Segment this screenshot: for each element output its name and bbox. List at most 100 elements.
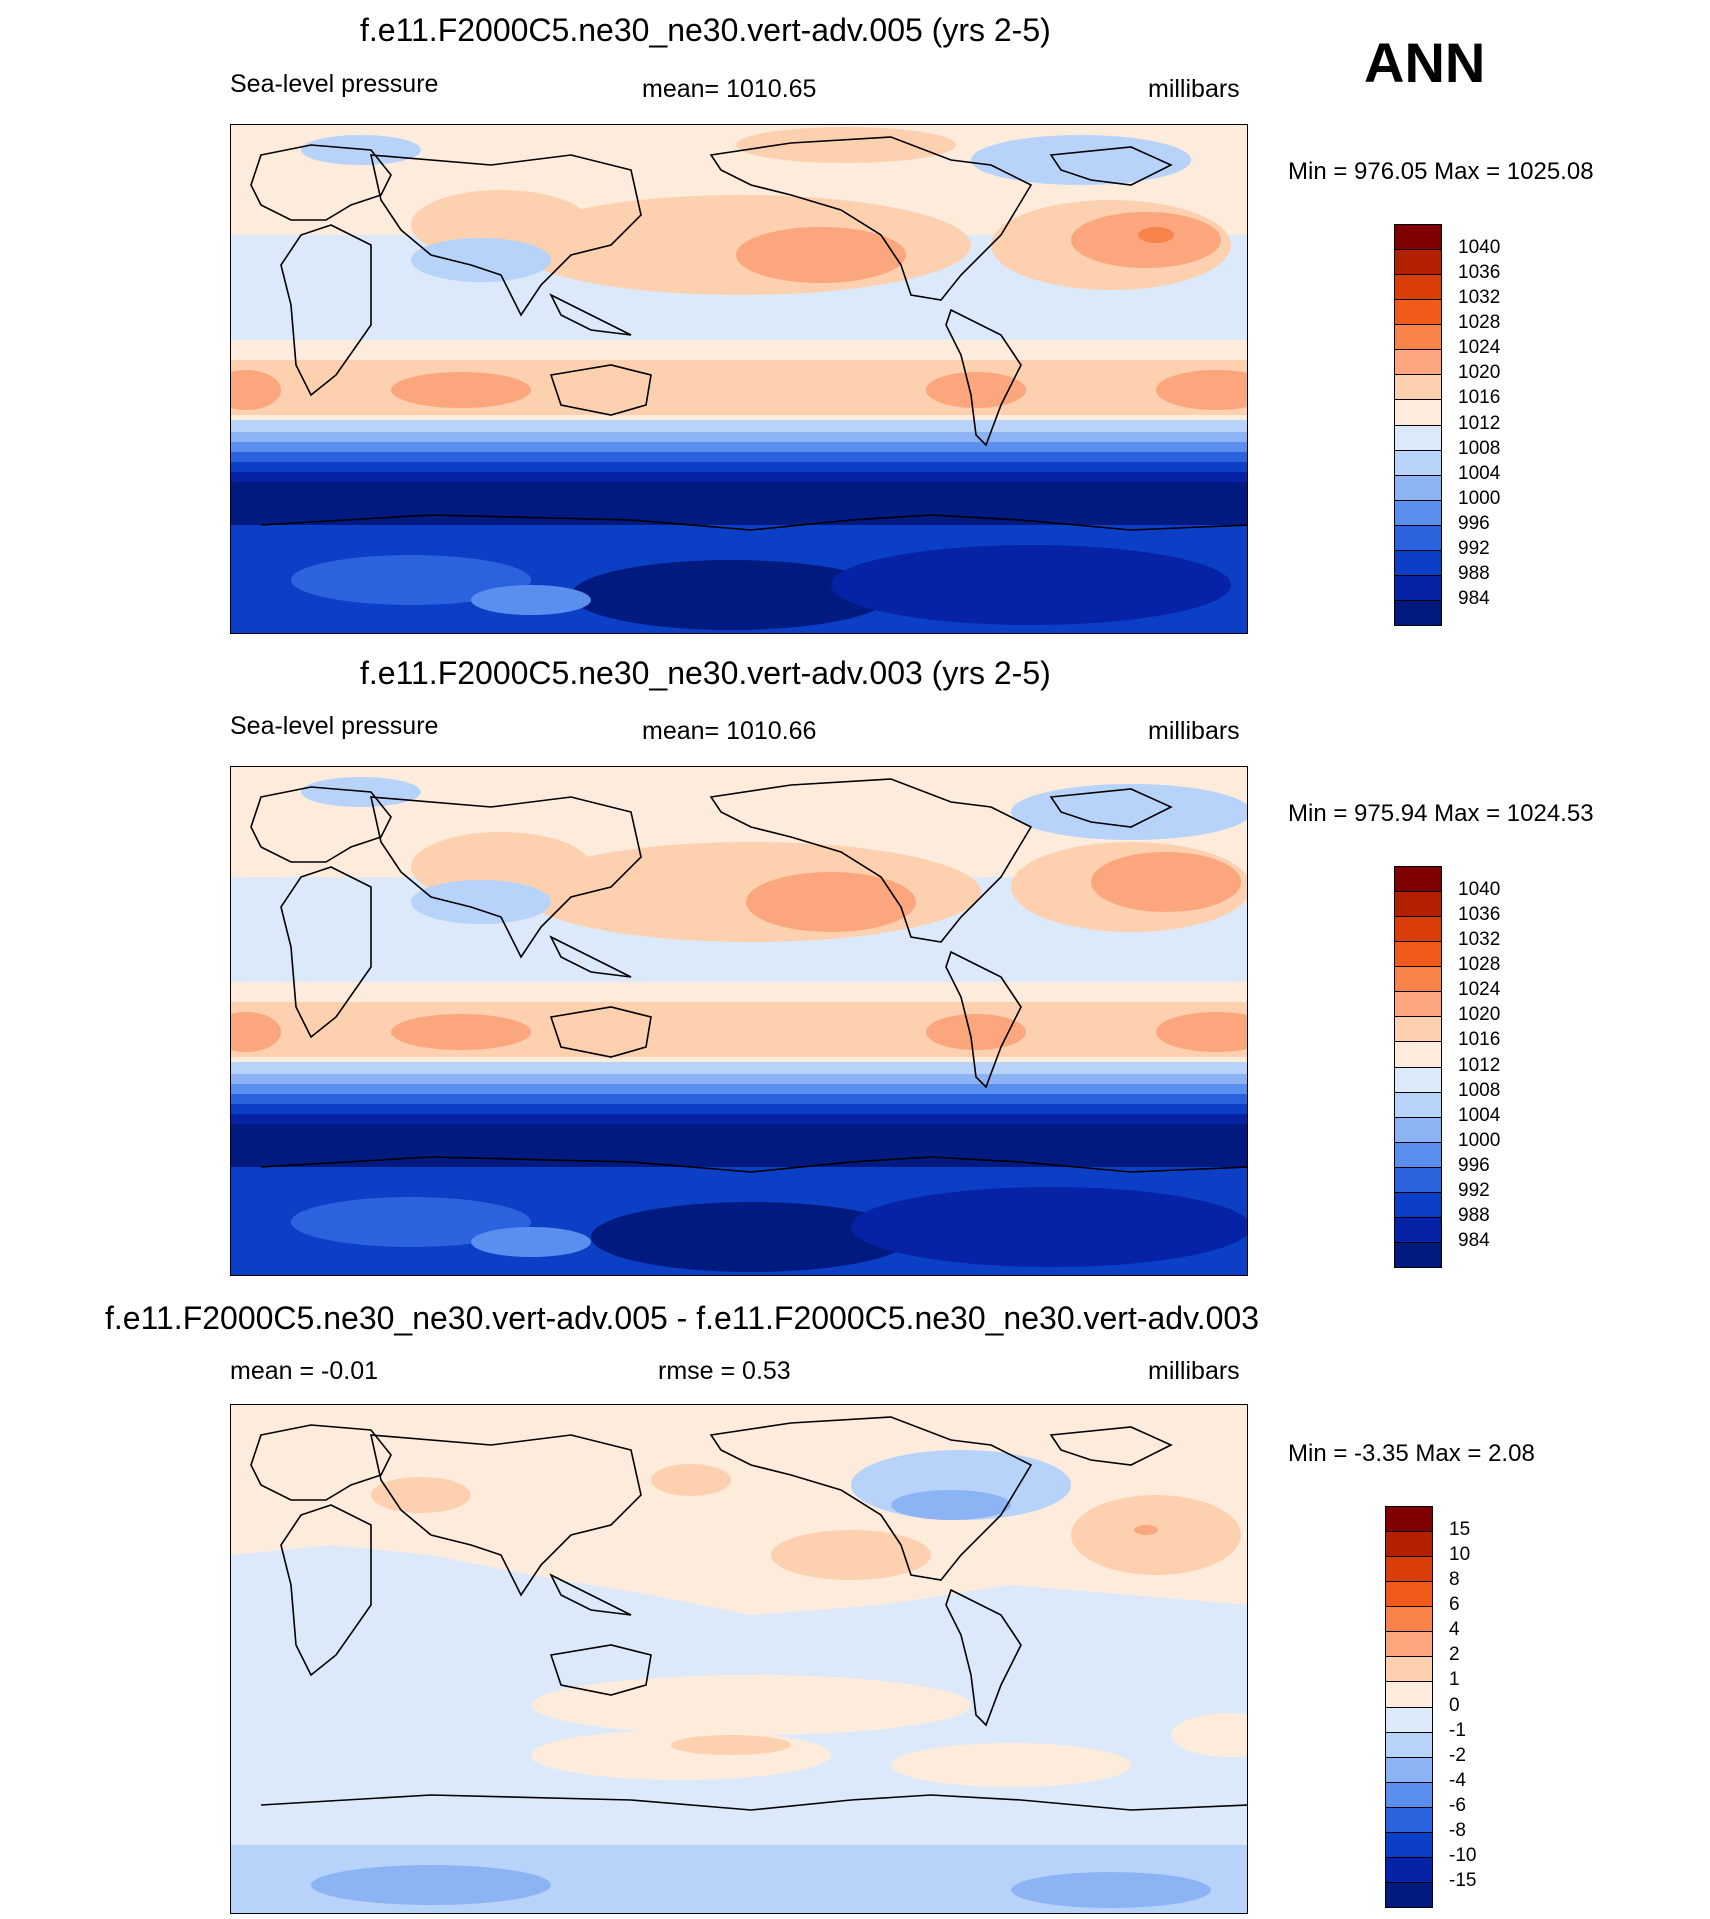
panel-3-rmse-label: rmse = 0.53 bbox=[658, 1357, 791, 1385]
colorbar-swatch bbox=[1394, 1016, 1442, 1043]
colorbar-swatch bbox=[1394, 374, 1442, 401]
colorbar-swatch bbox=[1394, 1191, 1442, 1218]
colorbar-swatch bbox=[1394, 991, 1442, 1018]
colorbar-swatch bbox=[1394, 599, 1442, 626]
colorbar-tick-label: 10 bbox=[1449, 1544, 1471, 1566]
colorbar-swatch bbox=[1394, 1241, 1442, 1268]
colorbar-swatch bbox=[1394, 1166, 1442, 1193]
colorbar-tick-label: 996 bbox=[1458, 512, 1490, 534]
colorbar-swatch bbox=[1394, 224, 1442, 251]
panel-2-mean-label: mean= 1010.66 bbox=[642, 717, 817, 745]
colorbar-tick-label: 1024 bbox=[1458, 337, 1501, 359]
colorbar-tick-label: -15 bbox=[1449, 1869, 1477, 1891]
colorbar-swatch bbox=[1394, 299, 1442, 326]
colorbar-swatch bbox=[1394, 1091, 1442, 1118]
colorbar-tick-label: 992 bbox=[1458, 537, 1490, 559]
colorbar-swatch bbox=[1394, 349, 1442, 376]
panel-1-map bbox=[230, 124, 1248, 634]
colorbar-tick-label: 1000 bbox=[1458, 1129, 1501, 1151]
colorbar-swatch bbox=[1385, 1606, 1433, 1633]
colorbar-tick-label: 1024 bbox=[1458, 979, 1501, 1001]
panel-3-minmax: Min = -3.35 Max = 2.08 bbox=[1288, 1440, 1535, 1467]
colorbar-swatch bbox=[1385, 1731, 1433, 1758]
colorbar-swatch bbox=[1394, 399, 1442, 426]
colorbar-swatch bbox=[1394, 891, 1442, 918]
colorbar-tick-label: 1004 bbox=[1458, 462, 1501, 484]
colorbar-tick-label: 988 bbox=[1458, 562, 1490, 584]
panel-3-contour-plot bbox=[231, 1405, 1247, 1913]
colorbar-tick-label: 1012 bbox=[1458, 412, 1501, 434]
colorbar-swatch bbox=[1394, 966, 1442, 993]
colorbar-tick-label: 1028 bbox=[1458, 312, 1501, 334]
colorbar-swatch bbox=[1394, 524, 1442, 551]
colorbar-tick-label: 6 bbox=[1449, 1594, 1460, 1616]
colorbar-swatch bbox=[1394, 916, 1442, 943]
panel-1-units-label: millibars bbox=[1148, 75, 1240, 103]
colorbar-swatch bbox=[1394, 866, 1442, 893]
colorbar-tick-label: 4 bbox=[1449, 1619, 1460, 1641]
colorbar-tick-label: 0 bbox=[1449, 1694, 1460, 1716]
colorbar-tick-label: 1016 bbox=[1458, 387, 1501, 409]
panel-2-contour-plot bbox=[231, 767, 1247, 1275]
colorbar-swatch bbox=[1394, 249, 1442, 276]
colorbar-tick-label: 984 bbox=[1458, 587, 1490, 609]
colorbar-swatch bbox=[1385, 1531, 1433, 1558]
colorbar-swatch bbox=[1385, 1556, 1433, 1583]
colorbar-tick-label: 8 bbox=[1449, 1569, 1460, 1591]
colorbar-swatch bbox=[1385, 1506, 1433, 1533]
colorbar-tick-label: 1028 bbox=[1458, 954, 1501, 976]
colorbar-swatch bbox=[1385, 1581, 1433, 1608]
colorbar-tick-label: 1008 bbox=[1458, 1079, 1501, 1101]
colorbar-tick-label: 1032 bbox=[1458, 929, 1501, 951]
colorbar-swatch bbox=[1394, 449, 1442, 476]
colorbar-tick-label: 1 bbox=[1449, 1669, 1460, 1691]
panel-1-mean-label: mean= 1010.65 bbox=[642, 75, 817, 103]
colorbar-tick-label: -2 bbox=[1449, 1744, 1466, 1766]
colorbar-tick-label: 1020 bbox=[1458, 1004, 1501, 1026]
colorbar-tick-label: 996 bbox=[1458, 1154, 1490, 1176]
panel-3-map bbox=[230, 1404, 1248, 1914]
colorbar-swatch bbox=[1385, 1856, 1433, 1883]
panel-2-minmax: Min = 975.94 Max = 1024.53 bbox=[1288, 800, 1594, 827]
colorbar-swatch bbox=[1394, 274, 1442, 301]
panel-2-colorbar: 1040 1036 1032 1028 1024 1020 1016 1012 1008 1004… bbox=[1394, 866, 1500, 1268]
colorbar-swatch bbox=[1394, 1116, 1442, 1143]
colorbar-swatch bbox=[1394, 1066, 1442, 1093]
colorbar-tick-label: 1040 bbox=[1458, 237, 1501, 259]
colorbar-swatch bbox=[1385, 1631, 1433, 1658]
panel-2-map bbox=[230, 766, 1248, 1276]
colorbar-tick-label: -6 bbox=[1449, 1794, 1466, 1816]
panel-1-title: f.e11.F2000C5.ne30_ne30.vert-adv.005 (yr… bbox=[360, 12, 1051, 48]
panel-3-units-label: millibars bbox=[1148, 1357, 1240, 1385]
colorbar-tick-label: -10 bbox=[1449, 1844, 1477, 1866]
colorbar-tick-label: 992 bbox=[1458, 1179, 1490, 1201]
colorbar-tick-label: 1012 bbox=[1458, 1054, 1501, 1076]
panel-1-colorbar: 1040 1036 1032 1028 1024 1020 1016 1012 1008 1004… bbox=[1394, 224, 1500, 626]
colorbar-tick-label: 1032 bbox=[1458, 287, 1501, 309]
colorbar-tick-label: -4 bbox=[1449, 1769, 1466, 1791]
panel-2-units-label: millibars bbox=[1148, 717, 1240, 745]
colorbar-swatch bbox=[1385, 1881, 1433, 1908]
season-label: ANN bbox=[1364, 31, 1486, 94]
colorbar-swatch bbox=[1394, 1041, 1442, 1068]
panel-1-variable-label: Sea-level pressure bbox=[230, 70, 439, 98]
panel-1-contour-plot bbox=[231, 125, 1247, 633]
colorbar-swatch bbox=[1385, 1681, 1433, 1708]
colorbar-swatch bbox=[1394, 474, 1442, 501]
panel-2-title: f.e11.F2000C5.ne30_ne30.vert-adv.003 (yr… bbox=[360, 655, 1051, 691]
colorbar-tick-label: -1 bbox=[1449, 1719, 1466, 1741]
colorbar-tick-label: 1008 bbox=[1458, 437, 1501, 459]
colorbar-swatch bbox=[1394, 1141, 1442, 1168]
colorbar-tick-label: 984 bbox=[1458, 1229, 1490, 1251]
panel-3-colorbar: 15 10 8 6 4 2 1 0 -1 -2 -4 -6 -8 -10 -15 bbox=[1385, 1506, 1476, 1908]
colorbar-tick-label: 1016 bbox=[1458, 1029, 1501, 1051]
panel-1-minmax: Min = 976.05 Max = 1025.08 bbox=[1288, 158, 1594, 185]
colorbar-swatch bbox=[1385, 1781, 1433, 1808]
colorbar-swatch bbox=[1385, 1706, 1433, 1733]
colorbar-swatch bbox=[1394, 499, 1442, 526]
colorbar-tick-label: 1036 bbox=[1458, 904, 1501, 926]
colorbar-tick-label: 1036 bbox=[1458, 262, 1501, 284]
colorbar-tick-label: 2 bbox=[1449, 1644, 1460, 1666]
colorbar-tick-label: 988 bbox=[1458, 1204, 1490, 1226]
colorbar-swatch bbox=[1394, 941, 1442, 968]
